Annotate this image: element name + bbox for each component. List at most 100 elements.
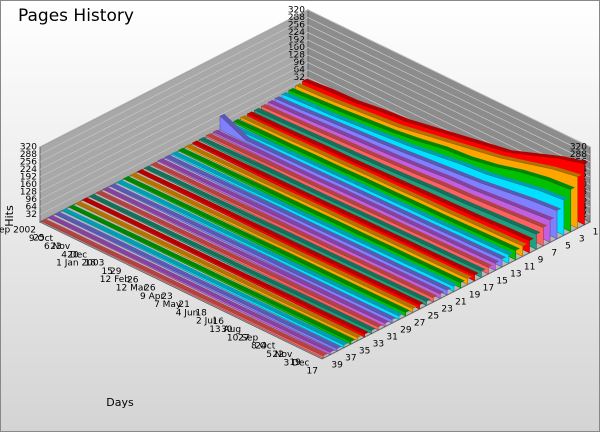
x-tick-label: 9 Oct <box>29 234 54 244</box>
x-tick-label: 24 <box>255 342 267 352</box>
x-tick-label: 15 <box>101 267 112 277</box>
z-tick-label: 23 <box>441 305 452 315</box>
y-tick-label: 320 <box>20 143 37 153</box>
x-tick-label: 8 Oct <box>251 342 276 352</box>
ribbon-top <box>226 122 513 255</box>
y-tick-label: 32 <box>294 73 305 83</box>
ribbon-top <box>110 183 397 320</box>
y-tick-label: 96 <box>26 195 38 205</box>
grid-line <box>39 24 591 163</box>
grid-line <box>39 17 591 155</box>
x-tick-label: 22 <box>272 350 283 360</box>
ribbon-top <box>275 96 562 211</box>
x-tick-label: 21 <box>178 300 189 310</box>
x-tick-label: 20 <box>67 250 79 260</box>
z-tick-label: 27 <box>414 319 425 329</box>
y-tick-label: 64 <box>294 66 306 76</box>
x-tick-label: 5 Nov <box>266 350 293 360</box>
x-tick-label: 12 Mar <box>116 283 148 293</box>
ribbon-top <box>89 193 376 331</box>
x-tick-label: 4 Jun <box>176 308 199 318</box>
z-tick-label: 29 <box>400 326 412 336</box>
ribbon-top <box>158 158 445 295</box>
x-tick-label: 18 <box>195 309 207 319</box>
ribbon-top <box>68 204 356 342</box>
x-tick-label: 26 <box>144 284 156 294</box>
ribbon <box>109 185 393 324</box>
z-tick-label: 15 <box>496 276 507 286</box>
ribbon-top <box>103 186 390 324</box>
ribbon-top <box>254 107 541 235</box>
ribbon-top <box>41 218 328 356</box>
x-axis-title: Days <box>106 396 134 409</box>
ribbon <box>54 213 338 352</box>
ribbon-top <box>117 179 404 317</box>
y-tick-label: 320 <box>288 6 305 16</box>
ribbon <box>47 216 331 356</box>
z-tick-label: 5 <box>565 241 571 251</box>
y-tick-label: 128 <box>288 51 305 61</box>
y-tick-label: 160 <box>20 180 37 190</box>
y-tick-label: 160 <box>288 43 305 53</box>
y-tick-label: 320 <box>570 143 587 153</box>
ribbon-top <box>144 165 431 302</box>
x-tick-label: 3 Dec <box>283 358 309 368</box>
ribbon <box>41 220 324 359</box>
ribbon <box>75 202 358 342</box>
y-tick-label: 96 <box>294 58 306 68</box>
z-tick-label: 31 <box>386 333 397 343</box>
y-tick-label: 288 <box>288 13 305 23</box>
x-tick-label: 29 <box>110 267 122 277</box>
ribbon-top <box>281 92 568 201</box>
x-tick-label: 26 <box>127 275 139 285</box>
ribbon <box>219 115 503 268</box>
ribbon-top <box>151 162 438 298</box>
z-tick-label: 13 <box>510 269 521 279</box>
y-tick-label: 64 <box>26 203 38 213</box>
x-tick-label: 1 Jan 2003 <box>56 259 104 269</box>
x-tick-label: 6 Nov <box>44 242 71 252</box>
ribbon-top <box>192 140 479 276</box>
x-tick-label: 23 <box>50 242 61 252</box>
ribbon-top <box>55 211 342 349</box>
z-tick-label: 19 <box>469 290 481 300</box>
ribbon-top <box>96 190 383 328</box>
z-tick-label: 39 <box>331 361 343 371</box>
ribbon-top <box>199 137 486 272</box>
ribbon-top <box>247 111 534 241</box>
y-tick-label: 256 <box>20 158 37 168</box>
y-tick-label: 224 <box>20 165 37 175</box>
plot-area: 3232326464649696961281281281601601601921… <box>0 6 598 377</box>
y-tick-label: 128 <box>20 188 37 198</box>
z-tick-label: 35 <box>359 347 370 357</box>
x-tick-label: 27 <box>238 333 249 343</box>
x-tick-label: 9 Apr <box>140 292 164 302</box>
x-tick-label: 16 <box>213 317 225 327</box>
ribbon-top <box>220 113 507 260</box>
ribbon-top <box>206 133 493 268</box>
x-tick-label: 12 Feb <box>100 275 131 285</box>
x-tick-label: 4 Dec <box>61 250 87 260</box>
grid-line <box>39 32 591 170</box>
ribbon-top <box>213 129 500 264</box>
x-tick-label: 18 <box>84 259 96 269</box>
ribbon <box>68 206 352 345</box>
ribbon-top <box>268 100 555 221</box>
ribbon-top <box>185 144 472 279</box>
x-tick-label: 30 <box>221 325 233 335</box>
ribbon <box>123 177 407 317</box>
ribbon <box>82 199 365 338</box>
y-tick-label: 192 <box>20 173 37 183</box>
ribbon-top <box>171 151 459 287</box>
ribbon-top <box>123 176 411 313</box>
y-tick-label: 288 <box>570 150 587 160</box>
ribbon <box>116 181 400 321</box>
ribbon-top <box>62 208 349 346</box>
ribbon-top <box>261 104 548 228</box>
grid-line <box>39 39 591 178</box>
ribbon <box>102 188 386 328</box>
ribbon-top <box>48 215 335 353</box>
z-tick-label: 17 <box>483 283 494 293</box>
chart-title: Pages History <box>18 6 134 26</box>
